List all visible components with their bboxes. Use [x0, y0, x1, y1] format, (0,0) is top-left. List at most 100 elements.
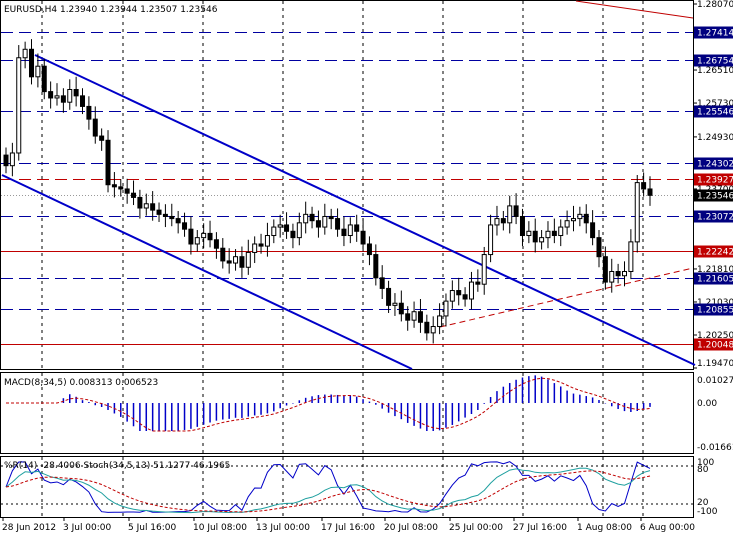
level-label: 1.23072: [697, 213, 733, 223]
candle-body: [150, 203, 156, 211]
candle-body: [29, 48, 35, 78]
candle-body: [213, 239, 219, 249]
candle-body: [341, 228, 347, 237]
candle-body: [220, 247, 226, 262]
candle-body: [35, 65, 41, 78]
candle-body: [539, 237, 545, 243]
time-tick-label: 3 Jul 00:00: [63, 523, 112, 533]
current-price-label: 1.23546: [697, 192, 733, 202]
candle-body: [641, 182, 647, 190]
candle-body: [615, 270, 621, 277]
candle-body: [169, 215, 175, 220]
candle-body: [379, 277, 385, 289]
level-labels: 1.27414 1.26754 1.25546 1.24302 1.23927 1.230…: [694, 26, 733, 351]
candle-body: [532, 230, 538, 243]
candle-body: [60, 95, 66, 103]
candle-body: [226, 260, 232, 264]
price-tick-label: 1.25730: [697, 99, 733, 109]
time-tick-label: 5 Jul 16:00: [128, 523, 177, 533]
candle-body: [303, 213, 309, 224]
candle-body: [194, 237, 200, 245]
candle-body: [335, 218, 341, 230]
candle-body: [411, 311, 417, 321]
williams-r-line: [5, 461, 651, 513]
support-trend-line: [439, 267, 694, 328]
level-label: 1.20048: [697, 341, 733, 351]
level-label: 1.21605: [697, 275, 733, 285]
candle-body: [137, 196, 143, 209]
time-tick-label: 13 Jul 00:00: [256, 523, 310, 533]
level-label: 1.24302: [697, 160, 733, 170]
level-label: 1.26754: [697, 57, 733, 67]
time-tick-label: 25 Jul 00:00: [449, 523, 503, 533]
candle-body: [86, 105, 92, 120]
candle-body: [437, 315, 443, 328]
candle-body: [22, 48, 28, 59]
candle-body: [296, 222, 302, 239]
level-tag: [694, 157, 733, 170]
candle-body: [386, 287, 392, 306]
candle-body: [488, 224, 494, 256]
candle-body: [277, 224, 283, 228]
level-label: 1.27414: [697, 29, 733, 39]
candle-body: [634, 182, 640, 243]
level-tag: [694, 303, 733, 316]
candle-body: [405, 313, 411, 321]
candle-body: [494, 218, 500, 226]
price-tick-label: 1.21810: [697, 265, 733, 275]
candle-body: [3, 154, 9, 167]
candle-body: [507, 205, 513, 224]
channel-lower-line: [1, 174, 413, 370]
candle-body: [366, 243, 372, 256]
candle-body: [156, 209, 162, 215]
candle-body: [245, 251, 251, 268]
candle-body: [175, 218, 181, 224]
time-tick-label: 17 Jul 16:00: [321, 523, 375, 533]
candle-body: [475, 281, 481, 285]
candle-body: [417, 311, 423, 323]
candle-body: [449, 290, 455, 302]
top-trend-line: [575, 0, 694, 19]
level-label: 1.25546: [697, 108, 733, 118]
candle-body: [9, 152, 15, 167]
time-tick-label: 10 Jul 08:00: [193, 523, 247, 533]
level-label: 1.22242: [697, 248, 733, 258]
macd-tick-label: -0.016616: [697, 443, 733, 453]
candle-body: [443, 300, 449, 317]
macd-tick-label: 0.010276: [697, 376, 733, 386]
candle-body: [99, 135, 105, 141]
candle-body: [233, 256, 239, 264]
time-tick-label: 28 Jun 2012: [2, 523, 56, 533]
price-tick-label: 1.20250: [697, 331, 733, 341]
level-tag: [694, 245, 733, 258]
candle-body: [354, 224, 360, 232]
channel-upper-line: [34, 54, 696, 366]
level-label: 1.20855: [697, 306, 733, 316]
macd-axis: 0.010276 0.00 -0.016616: [697, 376, 733, 453]
macd-tick-label: 0.00: [697, 399, 717, 409]
candle-body: [73, 88, 79, 97]
candle-body: [468, 281, 474, 300]
candle-body: [92, 118, 98, 137]
candle-body: [347, 224, 353, 237]
candle-body: [424, 321, 430, 334]
candle-body: [105, 139, 111, 186]
stoch-panel: [0, 456, 694, 518]
current-price-tag: [694, 189, 733, 202]
candles: [3, 39, 653, 344]
candle-body: [258, 243, 264, 247]
candle-body: [239, 256, 245, 268]
candle-body: [564, 220, 570, 228]
time-tick-label: 27 Jul 16:00: [513, 523, 567, 533]
price-tick-label: 1.28070: [697, 0, 733, 10]
candle-body: [590, 222, 596, 239]
candle-body: [621, 270, 627, 277]
candle-body: [373, 254, 379, 279]
candle-body: [182, 222, 188, 230]
stoch-k-line: [5, 467, 651, 514]
candle-body: [462, 294, 468, 300]
trend-lines: [1, 0, 696, 370]
stoch-tick-label: 100: [697, 458, 714, 468]
candle-body: [162, 213, 168, 217]
